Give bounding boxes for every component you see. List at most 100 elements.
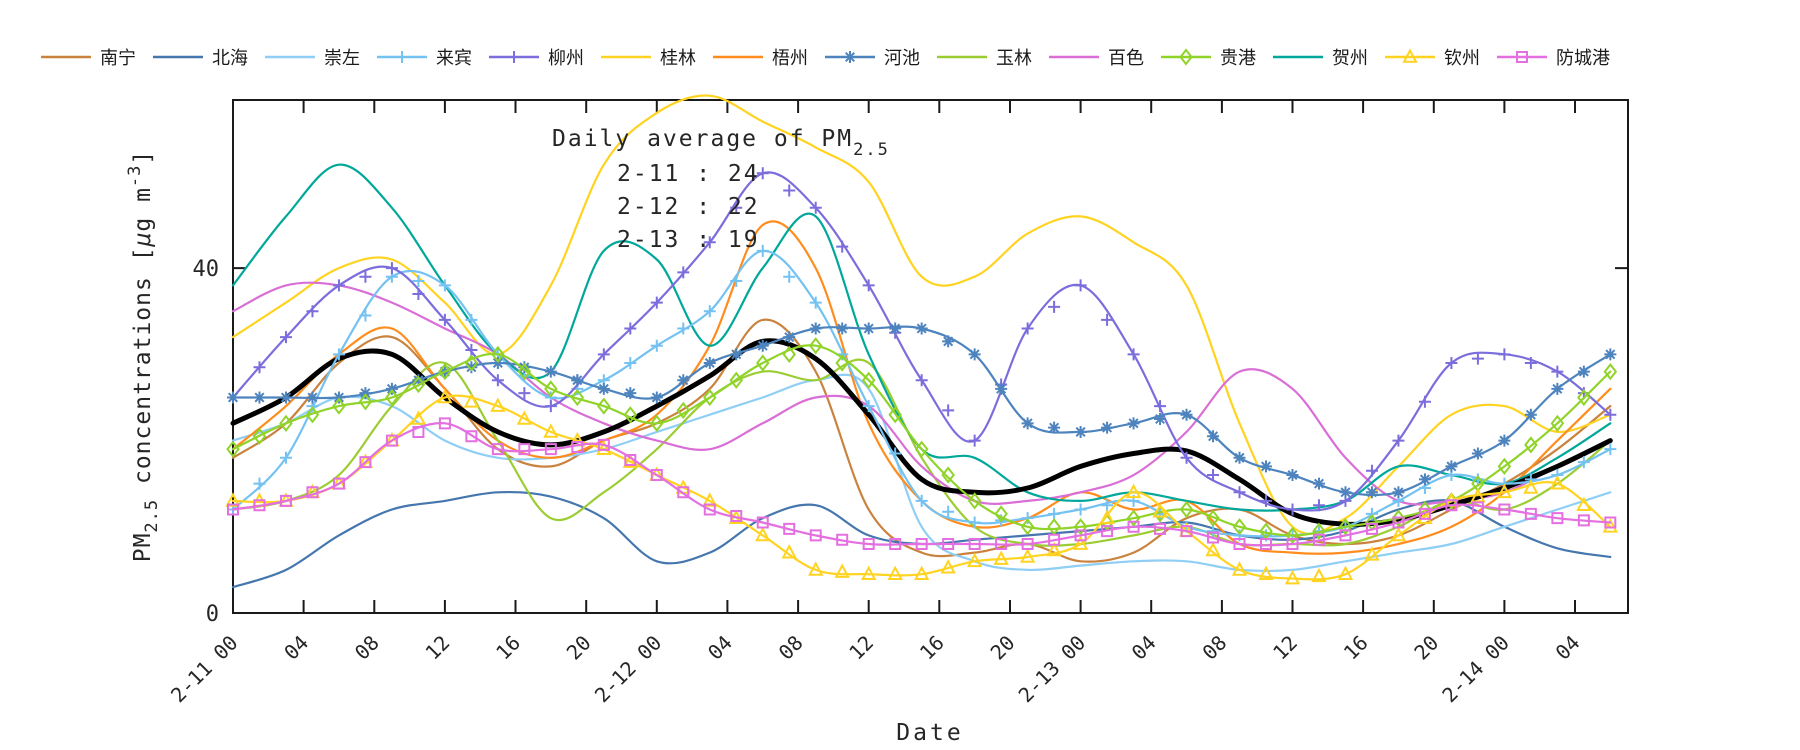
x-tick-label: 2-13 00 [1014,631,1091,708]
x-tick-label: 2-14 00 [1437,631,1514,708]
legend-line-sample-wuzhou [713,55,763,59]
series-markers-liuzhou [227,167,1617,516]
series-guilin [231,94,1612,535]
x-tick-label: 16 [1339,631,1373,665]
legend-label-yulin: 玉林 [996,48,1032,69]
legend-marker-liuzhou [508,51,520,63]
legend-item-fangchenggang: 防城港 [1496,44,1610,70]
y-tick-label: 40 [193,257,220,282]
series-chongzuo [231,373,1612,573]
annotation-row-3: 2-13 : 19 [617,227,760,253]
x-tick-label: 04 [1551,631,1585,665]
legend-label-beihai: 北海 [212,48,248,69]
series-markers-guigang [226,337,1618,545]
legend-label-guilin: 桂林 [660,48,696,69]
legend-line-sample-guigang [1161,48,1211,66]
chart-legend: 南宁 北海 崇左 来宾 柳州 桂林 梧州 河池 玉林 百色 贵港 贺州 钦州 防城港 [40,44,1610,70]
x-tick-label: 04 [1127,631,1161,665]
axes-box [232,99,1629,614]
legend-line-sample-liuzhou [489,51,539,63]
x-tick-label: 16 [915,631,949,665]
legend-item-hezhou: 贺州 [1272,44,1368,70]
legend-item-qinzhou: 钦州 [1384,44,1480,70]
legend-label-qinzhou: 钦州 [1444,48,1480,69]
legend-line-sample-hechi [825,51,875,63]
series-line-hechi [231,325,1612,497]
x-axis-label: Date [896,720,963,746]
x-tick-label: 04 [703,631,737,665]
series-line-guilin [231,94,1612,535]
legend-label-baise: 百色 [1108,48,1144,69]
series-line-wuzhou [231,220,1612,555]
legend-marker-hechi [844,51,856,63]
legend-item-nanning: 南宁 [40,44,136,70]
plot-area: 2-11 00 04 08 12 16 202-12 00 04 08 12 16 202-13 0… [166,94,1629,708]
legend-label-guigang: 贵港 [1220,48,1256,69]
series-wuzhou [231,220,1612,555]
x-tick-label: 2-12 00 [590,631,667,708]
x-tick-label: 08 [774,631,808,665]
x-tick-label: 20 [562,631,596,665]
x-tick-label: 2-11 00 [166,631,243,708]
x-tick-label: 12 [420,631,454,665]
series-hechi [227,322,1617,499]
legend-line-sample-chongzuo [265,55,315,59]
legend-line-sample-hezhou [1273,55,1323,59]
series-guigang [226,337,1618,545]
legend-item-beihai: 北海 [152,44,248,70]
x-tick-label: 20 [1409,631,1443,665]
legend-line-sample-nanning [41,55,91,59]
y-tick-label: 0 [206,602,219,627]
legend-marker-guigang [1179,48,1193,66]
legend-line-sample-qinzhou [1385,48,1435,63]
legend-item-yulin: 玉林 [936,44,1032,70]
legend-label-liuzhou: 柳州 [548,48,584,69]
legend-item-guigang: 贵港 [1160,44,1256,70]
legend-item-guilin: 桂林 [600,44,696,70]
legend-item-chongzuo: 崇左 [264,44,360,70]
series-markers-qinzhou [225,388,1619,585]
series-qinzhou [225,388,1619,585]
series-line-chongzuo [231,373,1612,573]
legend-label-wuzhou: 梧州 [772,48,808,69]
x-tick-label: 12 [844,631,878,665]
series-markers-fangchenggang [227,417,1617,551]
legend-marker-laibin [396,51,408,63]
x-tick-label: 20 [986,631,1020,665]
series-markers-hechi [227,322,1617,499]
legend-line-sample-guilin [601,55,651,59]
annotation-row-2: 2-12 : 22 [617,194,760,220]
legend-line-sample-yulin [937,55,987,59]
legend-line-sample-beihai [153,55,203,59]
legend-item-hechi: 河池 [824,44,920,70]
legend-label-laibin: 来宾 [436,48,472,69]
legend-line-sample-fangchenggang [1497,51,1547,63]
series-liuzhou [227,167,1617,516]
legend-label-fangchenggang: 防城港 [1556,48,1610,69]
legend-line-sample-laibin [377,51,427,63]
series-line-hezhou [231,163,1612,512]
legend-label-chongzuo: 崇左 [324,48,360,69]
series-line-baise [231,281,1612,506]
series-hezhou [231,163,1612,512]
legend-item-liuzhou: 柳州 [488,44,584,70]
legend-item-wuzhou: 梧州 [712,44,808,70]
legend-label-hezhou: 贺州 [1332,48,1368,69]
annotation-title: Daily average of PM2.5 [552,126,890,160]
legend-marker-qinzhou [1402,48,1418,63]
legend-item-laibin: 来宾 [376,44,472,70]
annotation-row-1: 2-11 : 24 [617,161,760,187]
series-fangchenggang [227,417,1617,551]
series-baise [231,281,1612,506]
x-tick-label: 12 [1268,631,1302,665]
legend-label-hechi: 河池 [884,48,920,69]
legend-label-nanning: 南宁 [100,48,136,69]
x-tick-label: 04 [279,631,313,665]
x-tick-label: 08 [350,631,384,665]
legend-line-sample-baise [1049,55,1099,59]
x-tick-label: 16 [491,631,525,665]
x-tick-label: 08 [1197,631,1231,665]
y-axis-label: PM2.5 concentrations [μg m-3] [125,150,162,563]
